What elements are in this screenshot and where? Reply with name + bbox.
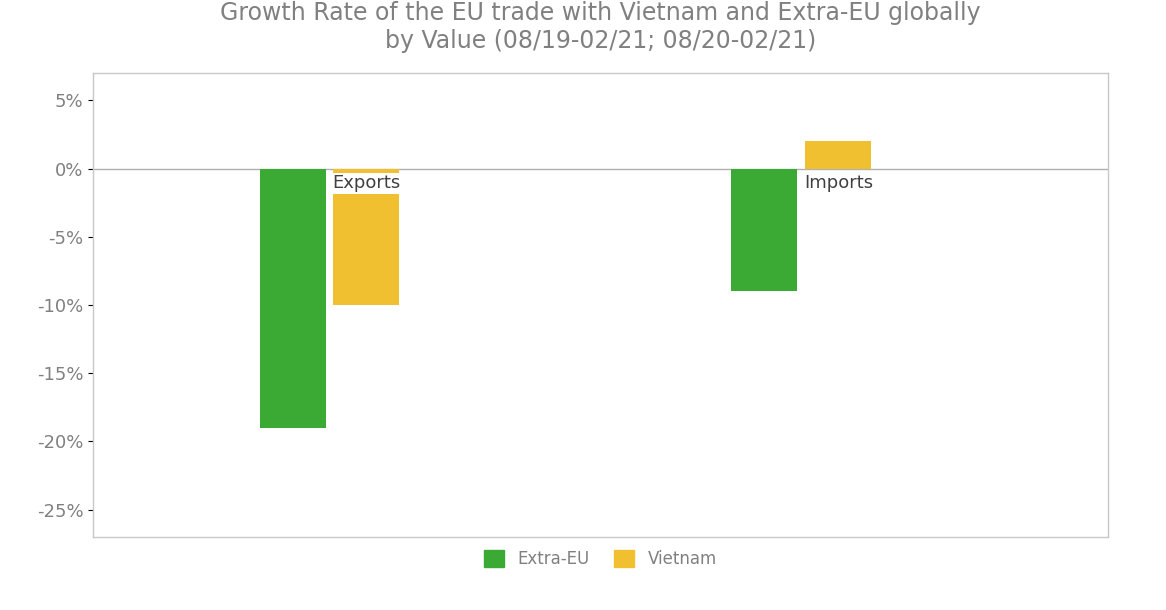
Bar (260, 168, 325, 428)
Bar (731, 168, 798, 292)
Text: Exports: Exports (332, 174, 401, 192)
Legend: Extra-EU, Vietnam: Extra-EU, Vietnam (477, 544, 724, 575)
Title: Growth Rate of the EU trade with Vietnam and Extra-EU globally
by Value (08/19-0: Growth Rate of the EU trade with Vietnam… (220, 1, 981, 53)
Text: Imports: Imports (805, 174, 873, 192)
Bar (805, 142, 871, 168)
Bar (332, 168, 399, 305)
